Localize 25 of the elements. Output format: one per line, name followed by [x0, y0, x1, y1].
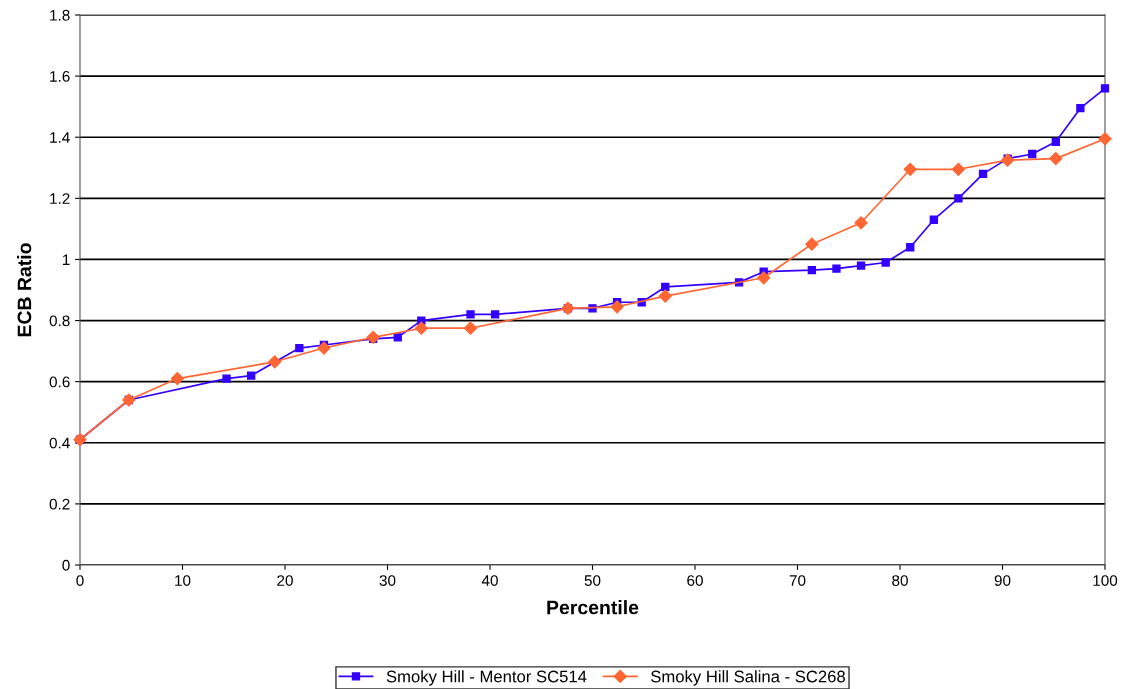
- y-tick-label: 0.6: [49, 376, 70, 388]
- y-axis-title: ECB Ratio: [17, 243, 32, 337]
- x-axis-title: Percentile: [547, 600, 639, 615]
- x-tick-label: 40: [481, 575, 498, 586]
- y-tick-label: 0: [62, 559, 70, 571]
- x-tick-label: 60: [687, 575, 703, 586]
- x-tick-label: 30: [379, 575, 396, 586]
- x-tick-label: 0: [76, 575, 84, 586]
- y-tick-label: 0.2: [49, 498, 70, 510]
- x-tick-label: 70: [789, 575, 806, 586]
- y-tick-label: 1.2: [50, 193, 70, 204]
- y-tick-label: 0.4: [49, 437, 70, 449]
- x-tick-label: 100: [1093, 575, 1118, 586]
- y-tick-label: 1.8: [50, 9, 70, 21]
- x-tick-label: 80: [892, 575, 908, 586]
- legend-label: Smoky Hill Salina - SC268: [651, 670, 845, 686]
- y-tick-label: 1.6: [50, 70, 70, 82]
- x-tick-label: 90: [994, 575, 1011, 586]
- y-tick-label: 0.8: [49, 315, 70, 327]
- legend-label: Smoky Hill - Mentor SC514: [386, 670, 587, 686]
- y-tick-label: 1.4: [50, 132, 70, 143]
- x-tick-label: 20: [277, 575, 293, 586]
- y-tick-label: 1: [62, 254, 70, 265]
- x-tick-label: 50: [584, 575, 601, 586]
- x-tick-label: 10: [175, 575, 191, 586]
